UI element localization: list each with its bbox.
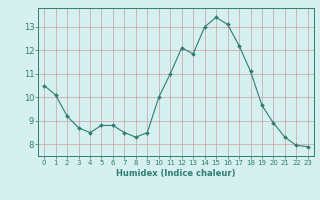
X-axis label: Humidex (Indice chaleur): Humidex (Indice chaleur) bbox=[116, 169, 236, 178]
